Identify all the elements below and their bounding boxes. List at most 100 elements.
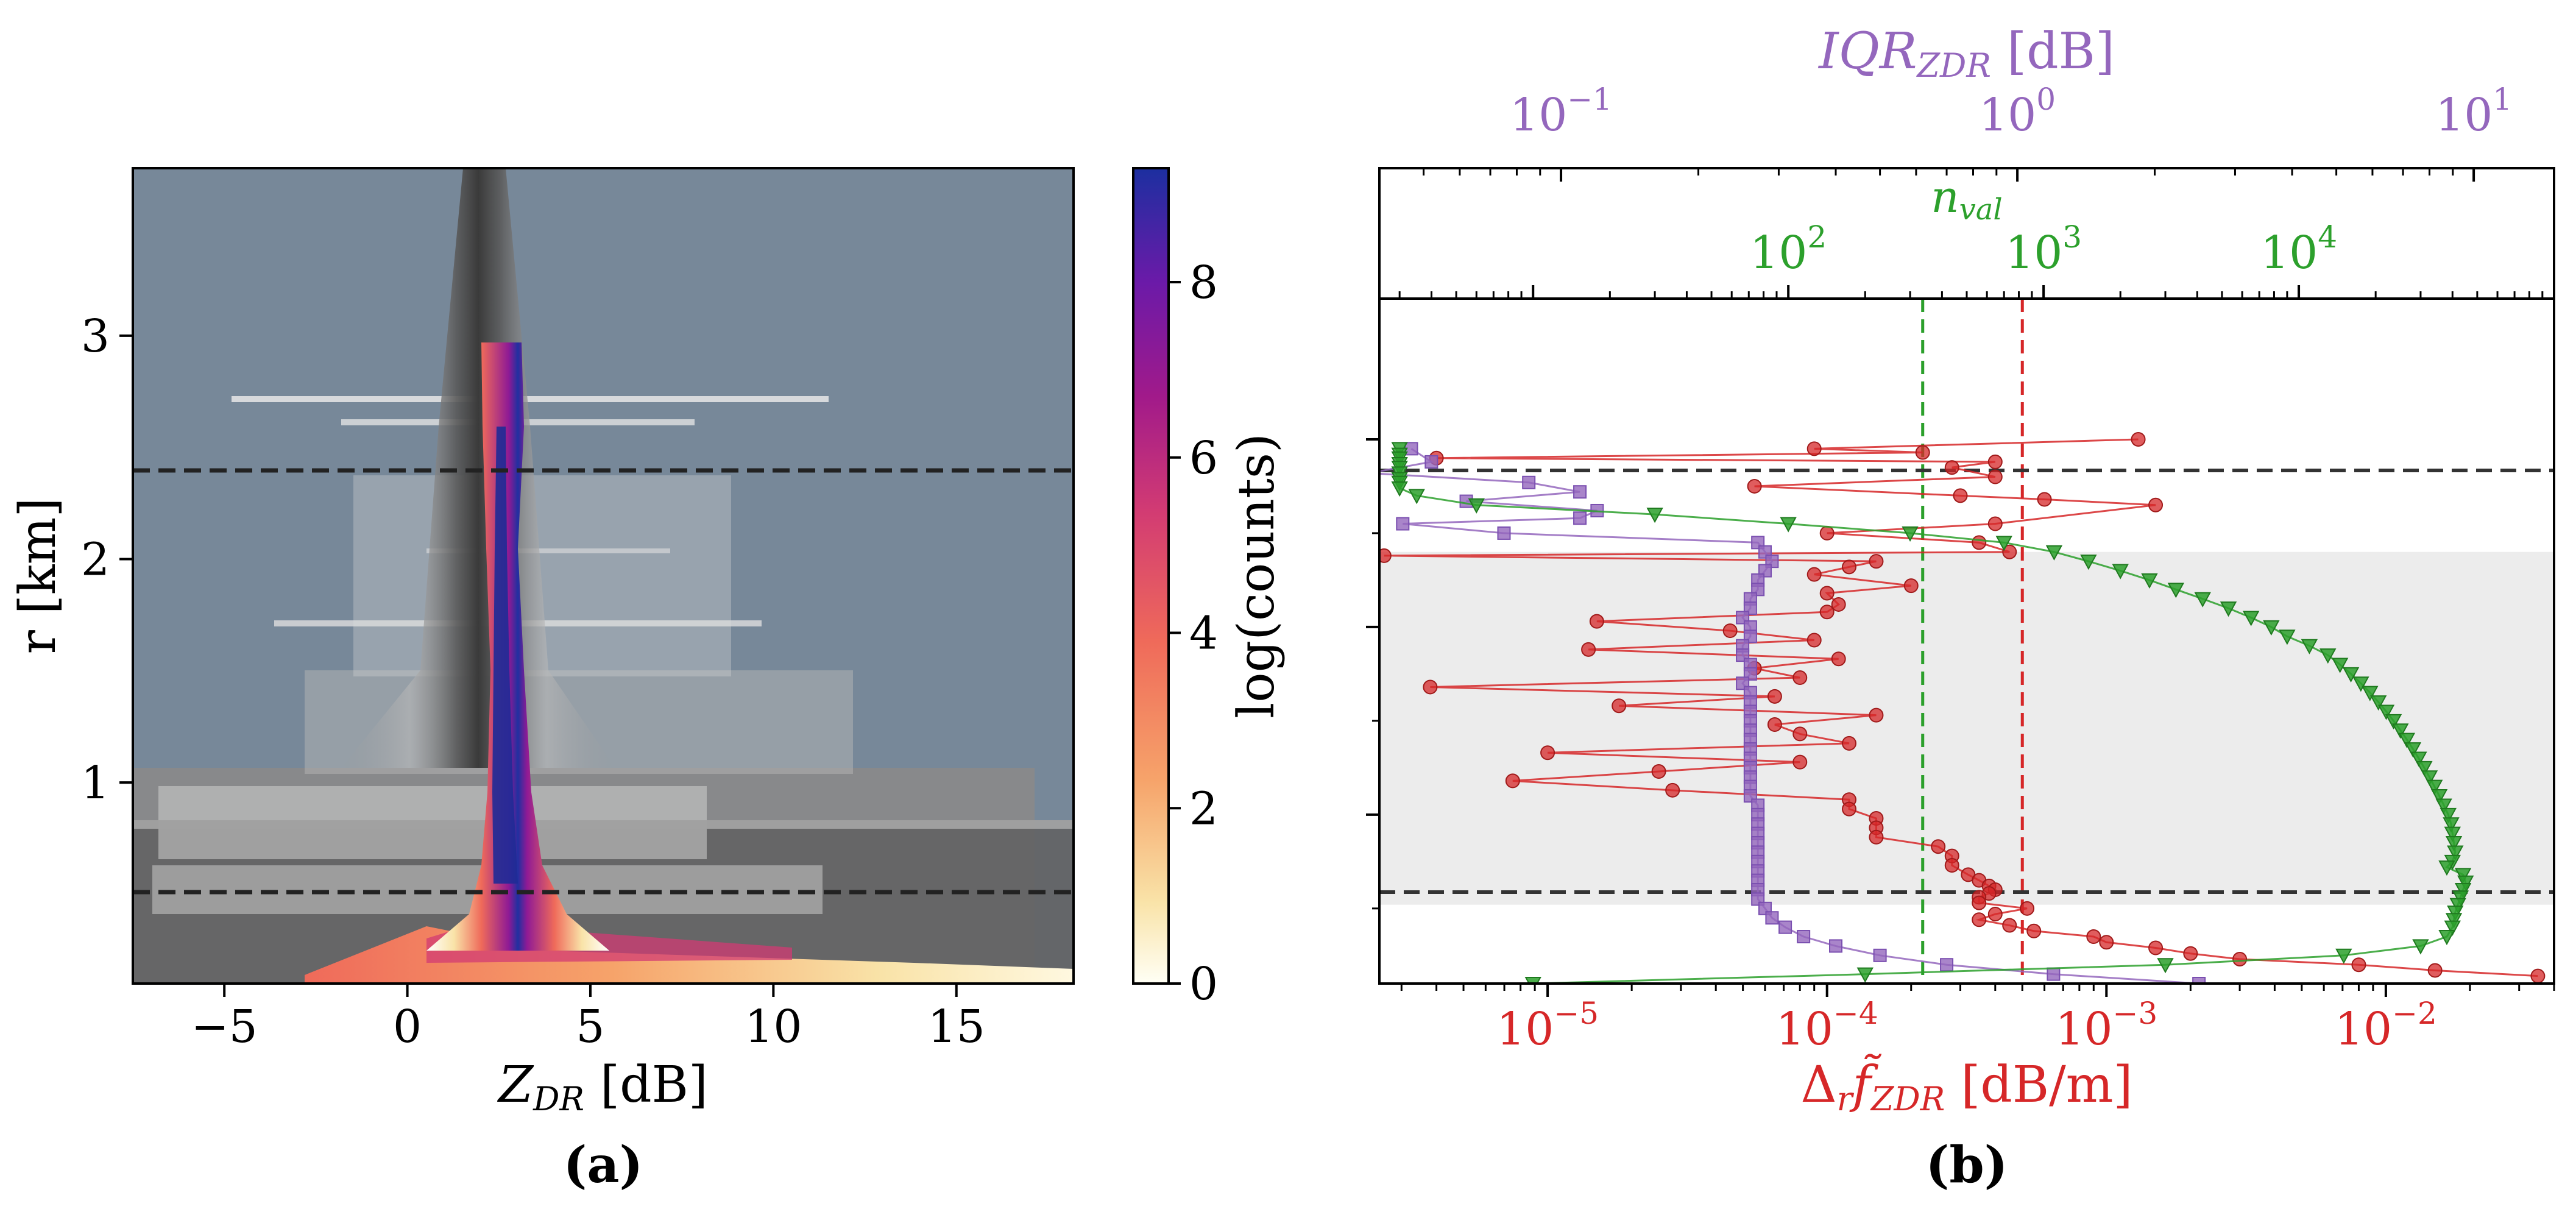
series-point: [1842, 559, 1857, 575]
series-point: [2438, 860, 2455, 876]
panel-a-heatmap: [133, 168, 1074, 984]
series-point: [2435, 798, 2452, 814]
colorbar-tick-label: 8: [1189, 257, 1218, 309]
series-point: [1408, 489, 1425, 505]
series-point: [2412, 939, 2429, 955]
series-point: [2454, 868, 2472, 884]
panel-b-xlabel: Δrf̃ZDR [dB/m]: [1800, 1054, 2132, 1118]
panel-b-xtick-label: 10−3: [2055, 996, 2157, 1055]
series-point: [1363, 467, 1375, 479]
series-point: [2416, 760, 2433, 776]
series-point: [2192, 977, 2206, 984]
panel-b-top-axis-iqr: 10−1 100 101: [1378, 82, 2512, 182]
series-point: [2452, 890, 2469, 906]
colorbar-tick-label: 6: [1189, 432, 1218, 484]
series-point: [1842, 801, 1857, 817]
panel-a-x-ticks: −5 0 5 10 15: [191, 984, 985, 1053]
panel-b-top1-tick-label: 101: [2435, 82, 2512, 141]
panel-b: 10−5 10−4 10−3 10−2 10−1 100 101 102 103 104 Δr…: [1363, 23, 2555, 1194]
series-point: [2220, 601, 2237, 617]
series-point: [1806, 441, 1822, 456]
series-point: [1987, 454, 2003, 469]
series-point: [1831, 651, 1846, 667]
panel-b-xtick-label: 10−2: [2335, 996, 2437, 1055]
series-point: [2037, 492, 2052, 507]
series-point: [1767, 717, 1782, 732]
series-point: [2148, 940, 2164, 956]
panel-a-frame: [132, 167, 1075, 985]
series-point: [1497, 526, 1511, 540]
series-point: [1873, 948, 1887, 962]
series-point: [2301, 639, 2318, 654]
series-point: [1856, 967, 1874, 983]
series-point: [1778, 920, 1792, 934]
series-point: [1869, 829, 1884, 845]
series-point: [2148, 497, 2164, 512]
series-point: [2183, 946, 2198, 961]
panel-b-x-ticks: 10−5 10−4 10−3 10−2: [1400, 984, 2555, 1055]
series-point: [2449, 898, 2466, 913]
colorbar: 0 2 4 6 8 log(counts): [1132, 167, 1286, 1010]
series-point: [1651, 764, 1666, 779]
panel-a-xtick-label: 10: [745, 1001, 802, 1053]
series-point: [1792, 754, 1808, 770]
series-point: [2099, 935, 2114, 950]
panel-b-top2-tick-label: 104: [2260, 219, 2337, 279]
series-point: [1665, 782, 1680, 798]
series-point: [1972, 895, 1987, 910]
series-point: [1646, 508, 1663, 523]
series-point: [1468, 498, 1485, 514]
series-point: [1540, 745, 1555, 760]
series-point: [2362, 686, 2379, 701]
panel-a-xtick-label: −5: [191, 1001, 258, 1053]
series-point: [1379, 548, 1392, 563]
series-point: [1505, 773, 1520, 789]
series-point: [2447, 905, 2464, 921]
series-point: [1780, 517, 1797, 533]
panel-a-ytick-label: 2: [81, 534, 110, 586]
series-point: [2369, 695, 2387, 711]
series-point: [2445, 913, 2463, 929]
panel-b-top1-tick-label: 100: [1979, 82, 2056, 141]
series-point: [2440, 807, 2457, 823]
panel-b-top1-label: IQRZDR [dB]: [1817, 23, 2115, 85]
panel-b-top-axes-box: [1378, 167, 2555, 300]
panel-a: −5 0 5 10 15 1 2 3 ZDR [dB] r [km] (a): [9, 167, 1075, 1194]
series-point: [1792, 726, 1808, 742]
series-point: [1995, 536, 2012, 551]
series-point: [2141, 573, 2158, 589]
panel-a-xtick-label: 15: [928, 1001, 985, 1053]
series-point: [2427, 963, 2443, 978]
panel-b-caption: (b): [1926, 1136, 2008, 1194]
panel-a-caption: (a): [564, 1136, 643, 1194]
series-point: [1829, 939, 1843, 953]
series-point: [2194, 592, 2211, 608]
panel-a-xtick-label: 0: [393, 1001, 422, 1053]
colorbar-ticks: 0 2 4 6 8: [1169, 257, 1218, 1010]
panel-a-ylabel: r [km]: [9, 498, 67, 654]
series-point: [1842, 736, 1857, 751]
panel-b-top2-tick-label: 102: [1750, 219, 1827, 279]
colorbar-tick-label: 2: [1189, 782, 1218, 835]
series-point: [2020, 901, 2035, 916]
series-point: [2263, 620, 2280, 636]
series-point: [1819, 525, 1835, 541]
colorbar-gradient: [1132, 167, 1170, 985]
series-point: [2421, 770, 2438, 786]
series-point: [2157, 958, 2174, 974]
series-point: [2430, 789, 2448, 805]
panel-b-top-axis-nval: 102 103 104: [1398, 219, 2555, 299]
series-point: [2530, 968, 2546, 984]
series-point: [2026, 923, 2042, 938]
series-point: [1944, 460, 1959, 475]
series-point: [1831, 597, 1846, 612]
panel-a-ytick-label: 3: [81, 310, 110, 363]
series-point: [2002, 918, 2017, 933]
series-point: [1765, 911, 1779, 925]
series-point: [2445, 836, 2463, 852]
series-point: [1396, 517, 1410, 531]
series-point: [2404, 742, 2422, 758]
series-point: [2377, 704, 2395, 720]
colorbar-tick-label: 0: [1189, 958, 1218, 1010]
series-point: [1792, 670, 1808, 686]
